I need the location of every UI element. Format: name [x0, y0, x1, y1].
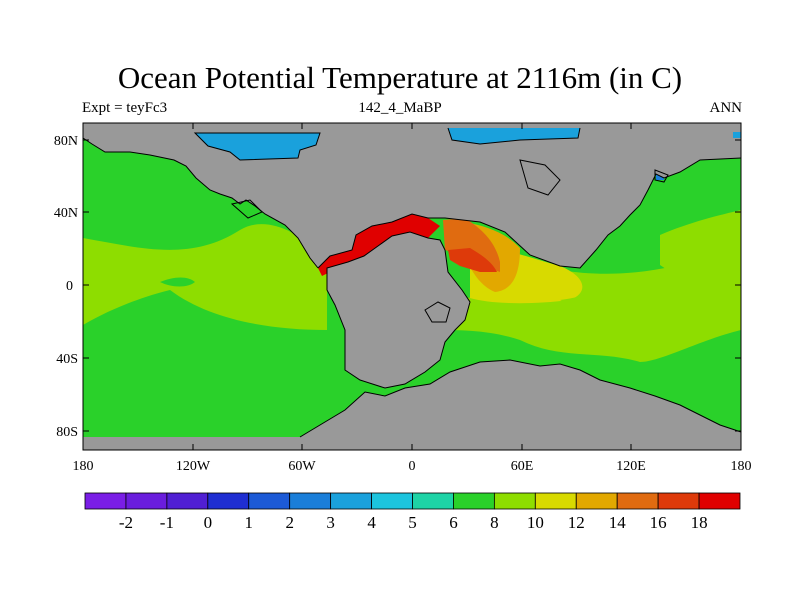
colorbar: -2 -1 0 1 2 3 4 5 6 8 10 12 14 16 18 — [84, 492, 741, 532]
lon-label-120e: 120E — [616, 459, 646, 474]
colorbar-label: 0 — [204, 513, 213, 532]
arctic-cool-patch-west — [195, 133, 320, 160]
lon-label-120w: 120W — [176, 459, 211, 474]
colorbar-swatch — [412, 492, 454, 510]
colorbar-label: -1 — [160, 513, 174, 532]
lon-label-0: 0 — [409, 459, 416, 474]
colorbar-swatch — [125, 492, 168, 510]
lat-label-80s: 80S — [56, 425, 78, 440]
period-label: 142_4_MaBP — [358, 100, 442, 116]
arctic-cool-patch-small — [733, 132, 741, 138]
colorbar-label: 12 — [568, 513, 585, 532]
colorbar-label: 4 — [367, 513, 376, 532]
tethys-dark-orange — [443, 218, 500, 272]
season-label: ANN — [709, 100, 743, 116]
colorbar-swatch — [166, 492, 209, 510]
lat-label-40s: 40S — [56, 352, 78, 367]
colorbar-swatch — [84, 492, 127, 510]
colorbar-label: 16 — [650, 513, 667, 532]
land-north — [83, 123, 741, 268]
colorbar-swatch — [493, 492, 536, 510]
tethys-red-east — [448, 248, 497, 272]
colorbar-label: 8 — [490, 513, 499, 532]
pacific-cool-patch — [656, 174, 664, 180]
colorbar-swatch — [575, 492, 618, 510]
arctic-cool-patch-east — [448, 128, 580, 144]
colorbar-label: -2 — [119, 513, 133, 532]
colorbar-label: 2 — [285, 513, 294, 532]
experiment-label: Expt = teyFc3 — [82, 100, 168, 116]
lon-label-60e: 60E — [511, 459, 534, 474]
colorbar-swatch — [207, 492, 250, 510]
lat-label-80n: 80N — [54, 134, 78, 149]
colorbar-swatch — [371, 492, 413, 510]
lon-label-180e: 180 — [731, 459, 752, 474]
colorbar-swatch — [698, 492, 741, 510]
lon-label-180w: 180 — [73, 459, 94, 474]
colorbar-label: 1 — [245, 513, 254, 532]
east-pacific-warm — [660, 210, 741, 277]
map-title: Ocean Potential Temperature at 2116m (in… — [117, 60, 683, 95]
colorbar-label: 14 — [609, 513, 627, 532]
colorbar-swatch — [534, 492, 577, 510]
land-india-block — [560, 282, 632, 308]
colorbar-label: 10 — [527, 513, 544, 532]
lon-label-60w: 60W — [288, 459, 316, 474]
lat-label-0: 0 — [66, 279, 73, 294]
colorbar-swatch — [330, 492, 372, 510]
colorbar-swatch — [453, 492, 495, 510]
coastlines — [82, 127, 742, 438]
tick-marks — [82, 123, 742, 450]
land-south — [83, 360, 741, 450]
colorbar-label: 5 — [408, 513, 417, 532]
colorbar-label: 18 — [691, 513, 708, 532]
colorbar-swatch — [657, 492, 700, 510]
land-africa-south-america — [327, 232, 470, 388]
colorbar-label: 6 — [449, 513, 458, 532]
pacific-warm-tongue — [83, 224, 327, 330]
lat-label-40n: 40N — [54, 206, 78, 221]
pacific-tongue-core — [160, 277, 195, 287]
colorbar-swatch — [248, 492, 291, 510]
colorbar-label: 3 — [326, 513, 335, 532]
colorbar-swatch — [616, 492, 659, 510]
colorbar-swatch — [289, 492, 332, 510]
